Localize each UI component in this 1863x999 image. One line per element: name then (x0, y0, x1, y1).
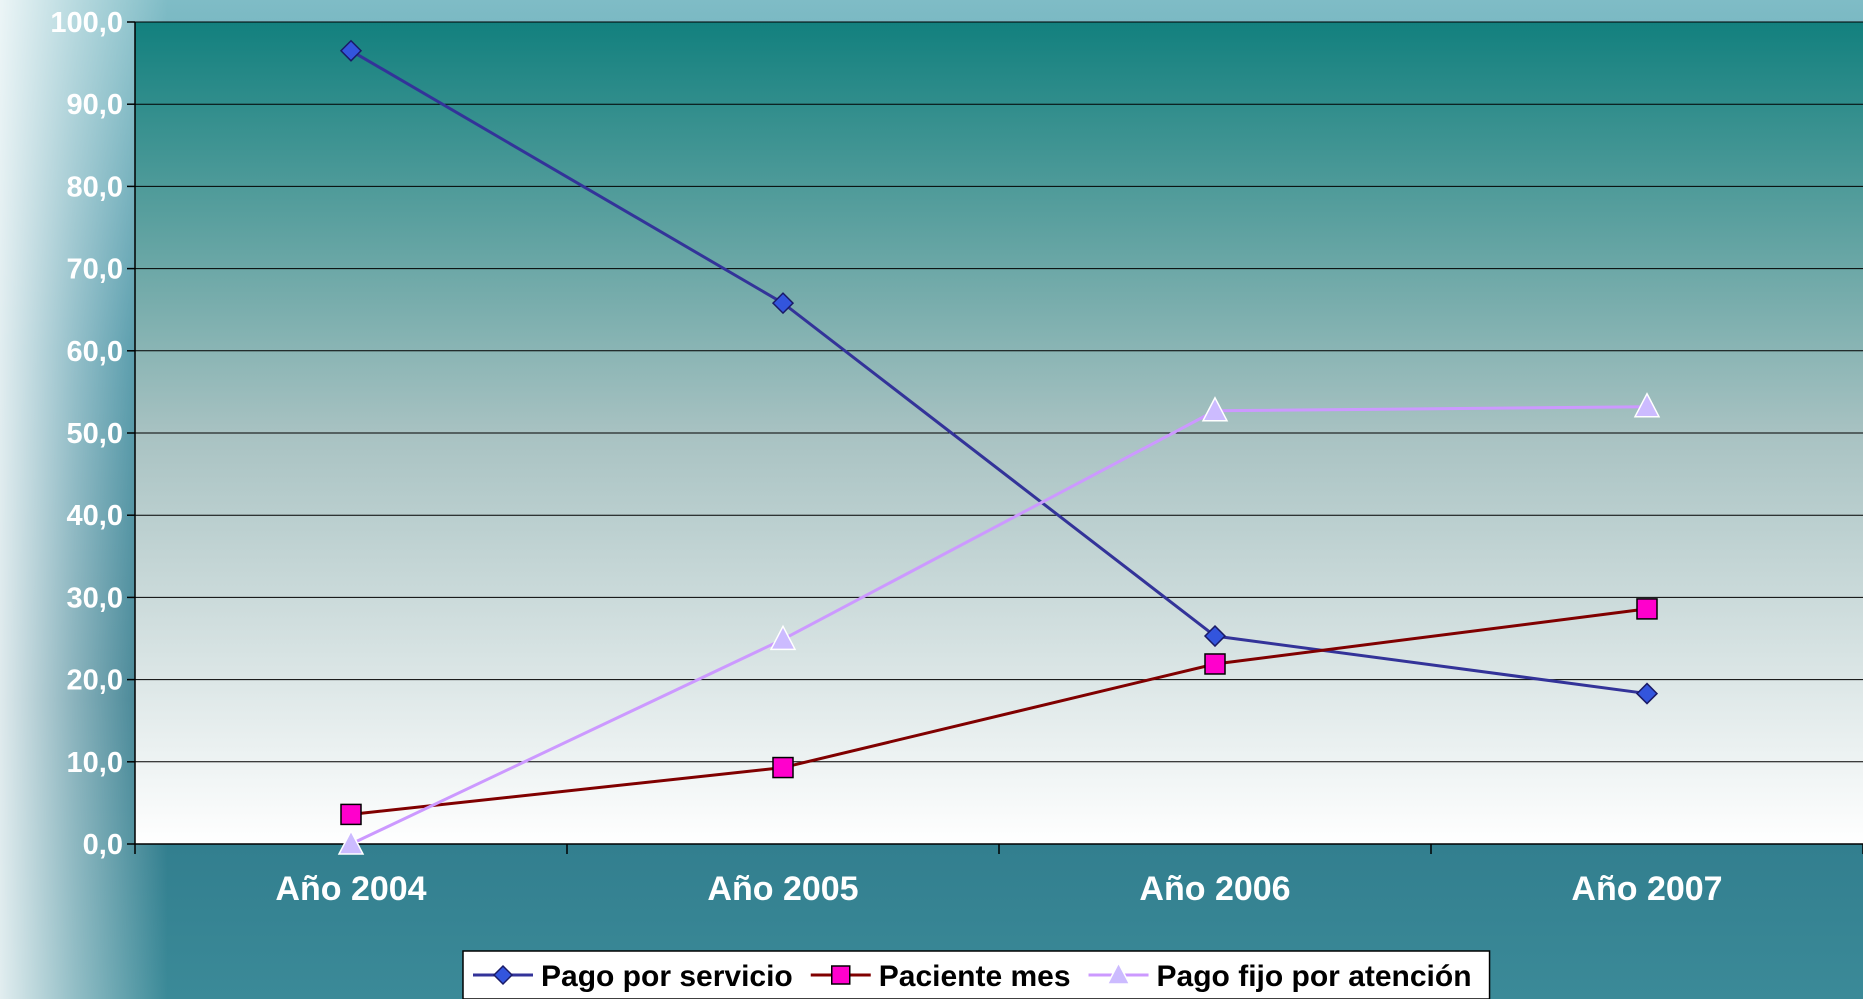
series-lines (350, 49, 1648, 846)
series-markers (337, 39, 1661, 855)
y-tick-label: 70,0 (67, 254, 123, 286)
data-point (771, 292, 795, 315)
legend-label: Paciente mes (879, 960, 1071, 993)
x-tick-label: Año 2006 (1139, 870, 1290, 908)
y-tick-label: 20,0 (67, 665, 123, 697)
series-line (350, 405, 1648, 846)
axes (127, 21, 1863, 854)
gridlines (135, 21, 1863, 763)
y-tick-label: 100,0 (50, 7, 123, 39)
data-point (1636, 598, 1658, 620)
y-tick-label: 60,0 (67, 336, 123, 368)
x-tick-label: Año 2004 (275, 870, 426, 908)
data-point (337, 829, 365, 855)
data-point (1203, 624, 1227, 648)
legend-marker (831, 965, 851, 985)
y-tick-label: 30,0 (67, 582, 123, 614)
legend-marker (492, 964, 514, 986)
y-tick-label: 0,0 (83, 829, 123, 861)
tick-labels: 0,0 10,0 20,0 30,0 40,0 50,0 60,0 70,0 80,0 90,0 1… (50, 7, 1722, 908)
x-tick-label: Año 2005 (707, 870, 858, 908)
data-point (1633, 392, 1661, 418)
legend-label: Pago por servicio (541, 960, 793, 993)
data-point (772, 756, 794, 779)
legend-marker (1106, 961, 1131, 985)
y-tick-label: 50,0 (67, 418, 123, 450)
y-tick-label: 40,0 (67, 500, 123, 532)
y-tick-label: 10,0 (67, 747, 123, 779)
data-point (1204, 653, 1226, 675)
legend: Pago por servicio Paciente mes Pago fijo p… (462, 950, 1491, 999)
data-point (340, 803, 362, 826)
y-tick-label: 80,0 (67, 171, 123, 203)
y-tick-label: 90,0 (67, 89, 123, 121)
legend-label: Pago fijo por atención (1157, 960, 1472, 993)
x-tick-label: Año 2007 (1571, 870, 1722, 908)
data-point (769, 624, 797, 651)
legend-box (462, 950, 1491, 999)
data-point (1635, 682, 1659, 705)
series-line (350, 49, 1648, 696)
series-line (350, 607, 1648, 816)
data-point (339, 39, 363, 62)
data-point (1201, 396, 1229, 422)
